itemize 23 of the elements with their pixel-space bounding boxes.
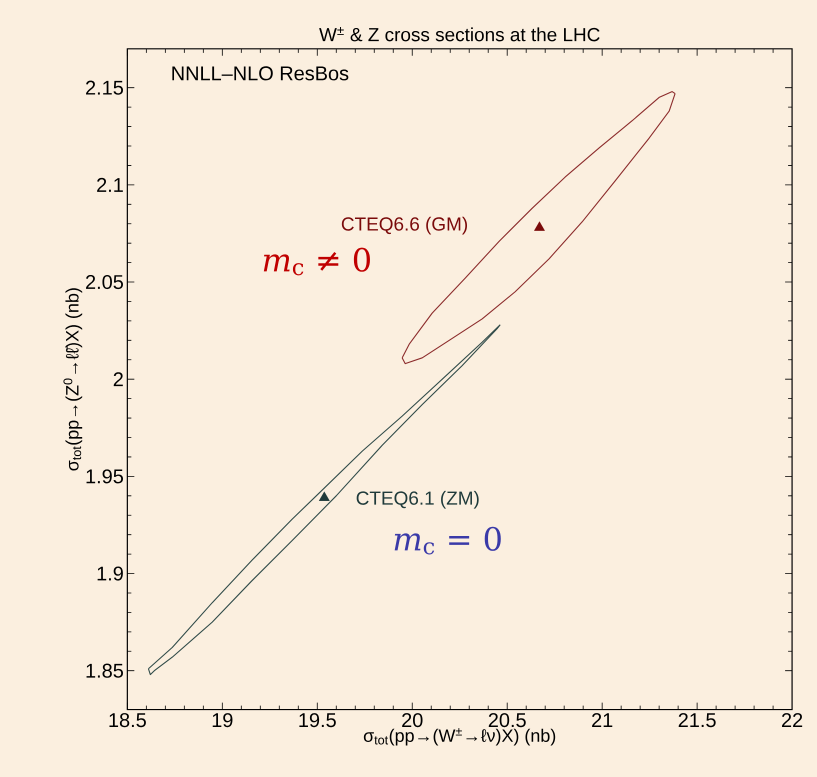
x-tick-label: 20.5 — [488, 712, 526, 728]
chart-title: W$^{±}$ & Z cross sections at the LHC — [319, 26, 600, 42]
x-tick-label: 20 — [402, 712, 423, 728]
y-tick-label: 1.85 — [86, 663, 123, 678]
annotation: m$_{c}$ = 0 — [394, 526, 501, 554]
y-tick-label: 2.05 — [86, 274, 123, 289]
x-tick-label: 21 — [592, 712, 612, 727]
x-tick-label: 21.5 — [678, 712, 716, 728]
x-tick-label: 19.5 — [299, 712, 336, 728]
y-tick-label: 1.95 — [86, 469, 123, 484]
text: CTEQ6.6 (GM) — [342, 216, 467, 234]
annotation: NNLL–NLO ResBos — [172, 66, 348, 80]
x-axis-title: σ$_{tot}$(pp→(W$^{±}$→ℓν)X) (nb) — [364, 728, 556, 746]
y-axis-title: σ$_{tot}$(pp→(Z$^{0}$→ℓℓ̄)X) (nb) — [63, 288, 82, 470]
y-tick-label: 1.9 — [98, 566, 123, 580]
series-label: CTEQ6.1 (ZM) — [356, 490, 479, 508]
x-tick-label: 18.5 — [109, 712, 146, 728]
y-tick-label: 2.1 — [97, 178, 123, 192]
y-tick-label: 2 — [114, 372, 123, 386]
x-tick-label: 22 — [782, 712, 802, 727]
x-tick-label: 19 — [212, 712, 232, 728]
annotation: m$_{c}$ ≠ 0 — [264, 247, 370, 276]
y-tick-label: 2.15 — [86, 80, 123, 95]
